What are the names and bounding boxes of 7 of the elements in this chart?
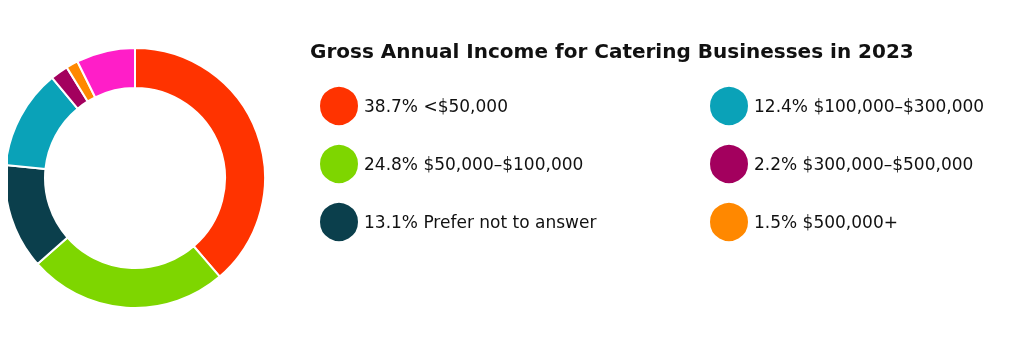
legend-label: 12.4% $100,000–$300,000 <box>754 96 985 116</box>
legend-label: 38.7% <$50,000 <box>364 96 508 116</box>
chart-title: Gross Annual Income for Catering Businesses in 2023 <box>310 39 914 63</box>
legend-label: 13.1% Prefer not to answer <box>364 212 597 232</box>
legend-label: 1.5% $500,000+ <box>754 212 898 232</box>
legend-label: 24.8% $50,000–$100,000 <box>364 154 584 174</box>
legend-label: 2.2% $300,000–$500,000 <box>754 154 974 174</box>
